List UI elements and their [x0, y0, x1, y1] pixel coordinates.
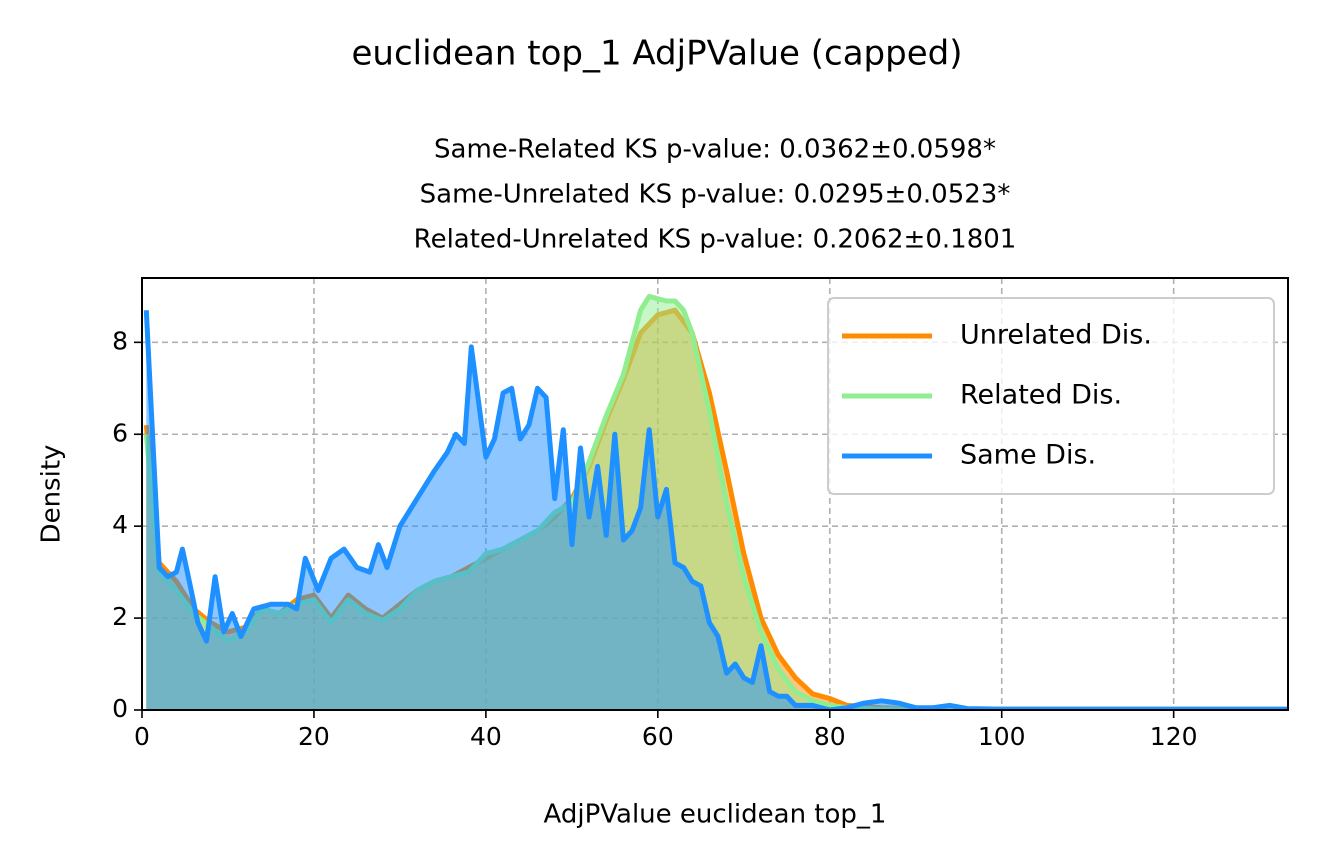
legend-box — [827, 297, 1275, 495]
x-tick-label: 40 — [470, 722, 502, 751]
y-tick-label: 4 — [112, 510, 128, 539]
x-tick-label: 80 — [814, 722, 846, 751]
x-tick-label: 120 — [1150, 722, 1198, 751]
x-tick-label: 100 — [978, 722, 1026, 751]
subtitle: Related-Unrelated KS p-value: 0.2062±0.1… — [414, 225, 1017, 255]
density-line — [143, 310, 1288, 710]
y-tick-label: 8 — [112, 326, 128, 355]
plot-frame — [141, 277, 1289, 711]
y-tick-label: 0 — [112, 694, 128, 723]
y-tick-label: 2 — [112, 602, 128, 631]
chart-title: euclidean top_1 AdjPValue (capped) — [352, 34, 963, 74]
x-tick-label: 20 — [298, 722, 330, 751]
x-tick-label: 60 — [642, 722, 674, 751]
x-axis-label: AdjPValue euclidean top_1 — [544, 800, 887, 830]
subtitle: Same-Related KS p-value: 0.0362±0.0598* — [434, 135, 996, 165]
legend-label: Related Dis. — [960, 380, 1122, 411]
subtitle: Same-Unrelated KS p-value: 0.0295±0.0523… — [420, 180, 1011, 210]
legend-label: Unrelated Dis. — [960, 320, 1152, 351]
legend-label: Same Dis. — [960, 440, 1096, 471]
y-axis-label: Density — [37, 445, 67, 544]
y-tick-label: 6 — [112, 418, 128, 447]
x-tick-label: 0 — [134, 722, 150, 751]
area-fill — [146, 310, 1288, 710]
